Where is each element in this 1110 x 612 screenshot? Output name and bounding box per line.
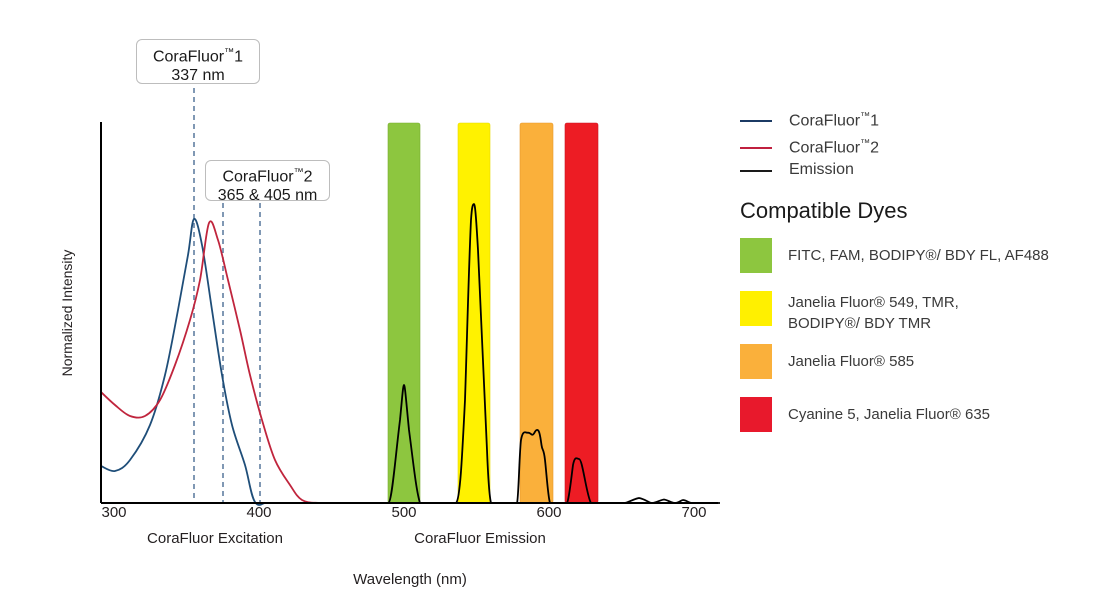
svg-text:CoraFluor Emission: CoraFluor Emission	[414, 530, 546, 547]
svg-text:Wavelength (nm): Wavelength (nm)	[353, 571, 467, 588]
svg-text:CoraFluor Excitation: CoraFluor Excitation	[147, 530, 283, 547]
svg-text:Normalized Intensity: Normalized Intensity	[59, 250, 75, 377]
svg-text:700: 700	[681, 504, 706, 521]
svg-text:400: 400	[246, 504, 271, 521]
svg-text:500: 500	[391, 504, 416, 521]
svg-text:600: 600	[536, 504, 561, 521]
svg-text:300: 300	[101, 504, 126, 521]
